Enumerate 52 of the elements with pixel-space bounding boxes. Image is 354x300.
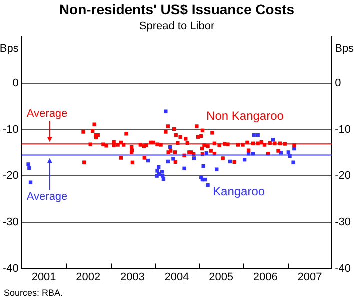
point (228, 160, 232, 164)
y-tick-label: -30 (2, 216, 19, 228)
point (28, 166, 32, 170)
series-label: Non Kangaroo (206, 109, 284, 124)
point (28, 180, 33, 184)
y-tick-label: -20 (2, 170, 19, 182)
x-tick-label: 2005 (209, 271, 234, 284)
point (215, 168, 219, 172)
y2-tick-label: -20 (335, 170, 352, 182)
point (156, 165, 161, 170)
point (271, 138, 275, 142)
point (162, 177, 166, 182)
point (206, 184, 210, 188)
x-tick-label: 2002 (76, 271, 101, 284)
point (146, 158, 150, 163)
y2-tick-label: -40 (335, 262, 352, 275)
point (156, 169, 160, 173)
y-tick-label: -40 (2, 262, 19, 275)
point (182, 166, 186, 170)
point (286, 150, 291, 154)
point (168, 146, 172, 150)
source-note: Sources: RBA. (4, 288, 64, 298)
point (172, 157, 176, 161)
point (202, 164, 206, 168)
point (242, 158, 247, 162)
point (160, 170, 164, 174)
point (204, 178, 208, 182)
point (26, 162, 30, 166)
ref-line-label: Average (26, 191, 68, 204)
y2-tick-label: -10 (335, 124, 352, 136)
point (252, 133, 256, 138)
point (256, 133, 260, 138)
point (160, 174, 165, 178)
point (292, 160, 296, 164)
point (164, 110, 168, 114)
y-tick-label: -10 (2, 124, 19, 136)
series-label: Kangaroo (213, 184, 266, 199)
x-tick-label: 2003 (120, 271, 145, 284)
x-tick-label: 2007 (298, 271, 322, 284)
y-tick-label: 0 (12, 77, 19, 90)
x-tick-label: 2001 (32, 271, 56, 284)
x-tick-label: 2004 (164, 271, 190, 284)
point (192, 156, 196, 160)
y-axis-title: Bps (0, 43, 20, 56)
chart-subtitle: Spread to Libor (139, 20, 215, 32)
chart-title: Non-residents' US$ Issuance Costs (59, 1, 295, 18)
y2-tick-label: -30 (335, 216, 352, 228)
x-tick-label: 2006 (253, 271, 278, 284)
y2-tick-label: 0 (335, 77, 342, 90)
point (166, 160, 170, 164)
y2-axis-title: Bps (335, 43, 354, 56)
ref-line-label: Average (26, 108, 68, 120)
